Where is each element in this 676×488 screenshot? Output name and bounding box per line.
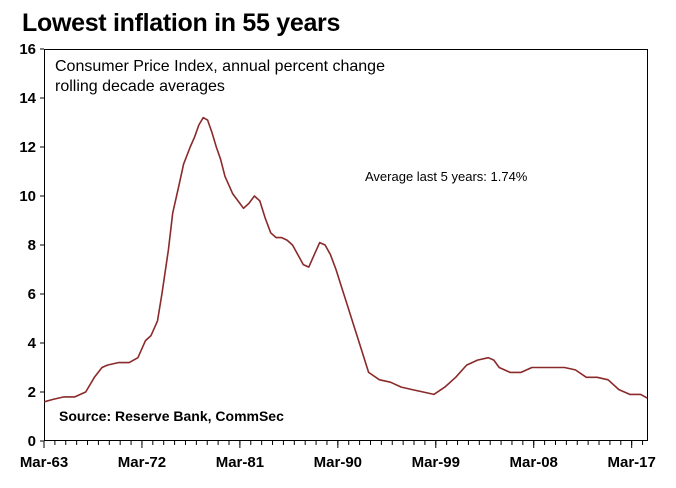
x-tick-label: Mar-63: [20, 454, 68, 471]
y-tick-label: 6: [28, 286, 36, 303]
y-axis: 0 2 4 6 8 10 12 14 16: [19, 41, 44, 450]
subtitle-line-1: Consumer Price Index, annual percent cha…: [55, 58, 385, 75]
x-tick-label: Mar-81: [216, 454, 264, 471]
y-tick-label: 0: [28, 433, 36, 450]
subtitle-line-2: rolling decade averages: [55, 78, 225, 95]
series-lines: [44, 116, 648, 403]
y-tick-label: 16: [19, 41, 36, 58]
x-tick-label: Mar-90: [314, 454, 362, 471]
source-note: Source: Reserve Bank, CommSec: [59, 408, 284, 424]
chart-title: Lowest inflation in 55 years: [22, 9, 341, 37]
y-tick-label: 2: [28, 384, 36, 401]
x-tick-label: Mar-72: [118, 454, 166, 471]
y-tick-label: 8: [28, 237, 36, 254]
x-tick-label: Mar-17: [607, 454, 655, 471]
plot-area: [44, 49, 648, 441]
y-tick-label: 12: [19, 139, 36, 156]
y-tick-label: 4: [28, 335, 37, 352]
y-tick-label: 10: [19, 188, 36, 205]
chart-subtitle: Consumer Price Index, annual percent cha…: [55, 57, 385, 97]
x-tick-label: Mar-99: [412, 454, 460, 471]
y-tick-label: 14: [19, 90, 36, 107]
cpi-series-line: [44, 116, 648, 403]
x-tick-label: Mar-08: [510, 454, 558, 471]
x-axis: Mar-63 Mar-72 Mar-81 Mar-90 Mar-99 Mar-08 Mar-…: [20, 441, 656, 471]
average-annotation: Average last 5 years: 1.74%: [365, 169, 528, 184]
